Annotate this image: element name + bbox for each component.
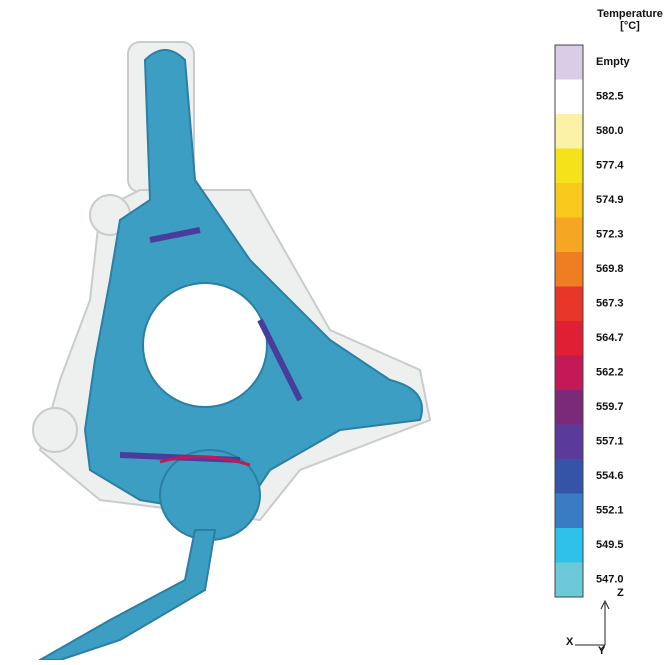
axis-x-label: X — [566, 636, 574, 648]
legend-swatch — [555, 287, 583, 322]
legend-label: 549.5 — [596, 539, 624, 551]
screen: Temperature [°C] Empty 582.5 580.0 577.4 574… — [0, 0, 666, 660]
legend-swatch — [555, 494, 583, 529]
legend-swatch — [555, 183, 583, 218]
hole — [143, 283, 267, 407]
legend-swatch — [555, 356, 583, 391]
legend-unit: [°C] — [620, 20, 640, 32]
legend-swatch — [555, 425, 583, 460]
legend: Empty 582.5 580.0 577.4 574.9 572.3 569.8 567.3… — [555, 45, 631, 597]
legend-label: 574.9 — [596, 194, 624, 206]
legend-swatch — [555, 528, 583, 563]
legend-label: 564.7 — [596, 332, 624, 344]
legend-label: 562.2 — [596, 367, 624, 379]
legend-label: 559.7 — [596, 401, 624, 413]
legend-label: 547.0 — [596, 574, 624, 586]
legend-label: 582.5 — [596, 91, 624, 103]
legend-swatch — [555, 563, 583, 598]
legend-swatch — [555, 45, 583, 80]
legend-label: Empty — [596, 56, 631, 68]
legend-label: 554.6 — [596, 470, 624, 482]
legend-swatch — [555, 252, 583, 287]
legend-label: 572.3 — [596, 229, 624, 241]
legend-label: 577.4 — [596, 160, 624, 172]
legend-swatch — [555, 149, 583, 184]
legend-label: 552.1 — [596, 505, 624, 517]
axis-z-label: Z — [617, 587, 624, 599]
legend-label: 567.3 — [596, 298, 624, 310]
legend-label: 569.8 — [596, 263, 624, 275]
legend-swatch — [555, 390, 583, 425]
legend-label: 557.1 — [596, 436, 624, 448]
legend-swatch — [555, 80, 583, 115]
legend-swatch — [555, 218, 583, 253]
legend-swatch — [555, 459, 583, 494]
legend-label: 580.0 — [596, 125, 624, 137]
legend-title: Temperature — [597, 8, 663, 20]
axis-triad — [575, 601, 609, 650]
legend-swatch — [555, 321, 583, 356]
axis-y-label: Y — [598, 645, 606, 657]
legend-swatch — [555, 114, 583, 149]
